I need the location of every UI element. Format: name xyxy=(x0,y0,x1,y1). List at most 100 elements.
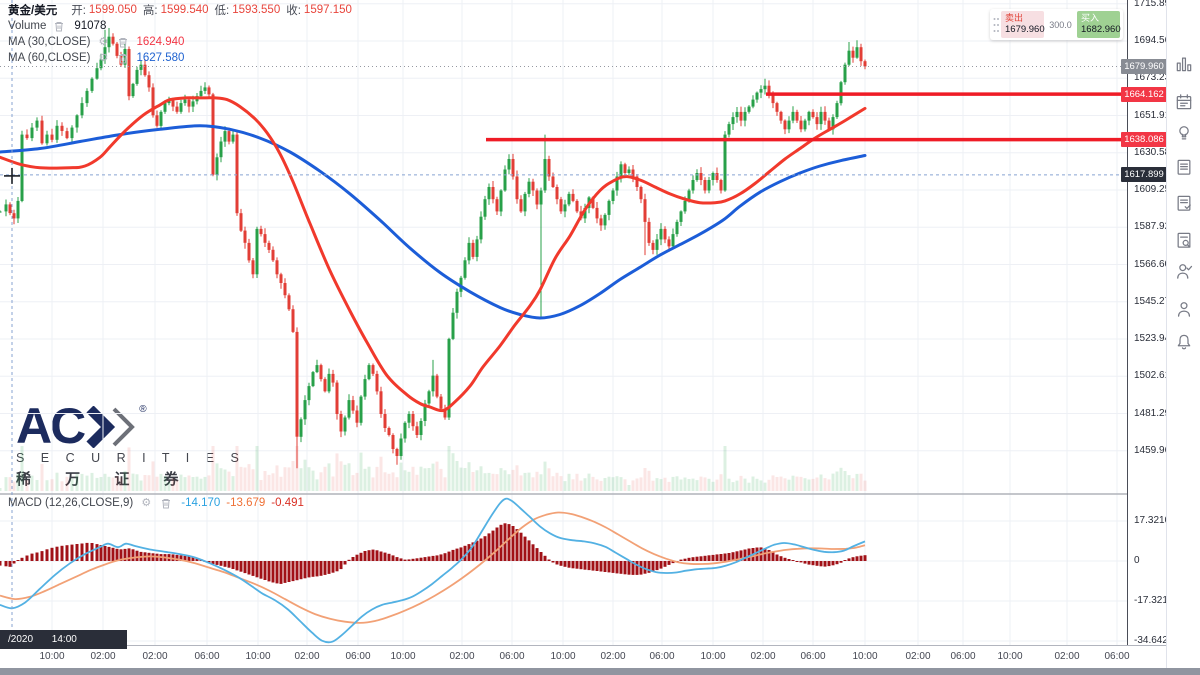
bars-icon[interactable] xyxy=(1174,54,1194,74)
high-label: 高: xyxy=(142,5,158,17)
logo-registered-mark: ® xyxy=(139,404,147,415)
time-axis-label: 06:00 xyxy=(499,651,525,662)
price-axis-label: 1566.601 xyxy=(1134,259,1176,270)
buy-label: 买入 xyxy=(1081,13,1100,23)
high-value: 1599.540 xyxy=(160,4,209,16)
alerts-icon[interactable] xyxy=(1174,332,1194,352)
delete-icon[interactable] xyxy=(116,36,130,48)
price-axis-label: 1587.929 xyxy=(1134,221,1176,232)
settings-icon[interactable]: ⚙ xyxy=(98,51,109,64)
time-axis-label: 06:00 xyxy=(345,651,371,662)
volume-layer xyxy=(0,446,867,491)
ma30-line[interactable] xyxy=(0,96,867,413)
sell-price: 1679.960 xyxy=(1005,24,1045,35)
current-price-tag: 1679.960 xyxy=(1121,59,1167,74)
crosshair-time-tag: /2020 14:00 xyxy=(0,630,127,649)
close-value: 1597.150 xyxy=(303,4,352,16)
logo-chevron-icon xyxy=(86,406,136,448)
price-axis-label: 1481.292 xyxy=(1134,408,1176,419)
time-axis-label: 10:00 xyxy=(550,651,576,662)
low-label: 低: xyxy=(214,5,230,17)
ma30-indicator-row: MA (30,CLOSE) ⚙ 1624.940 xyxy=(8,34,352,50)
settings-icon[interactable]: ⚙ xyxy=(141,496,152,509)
time-axis-label: 02:00 xyxy=(142,651,168,662)
macd-signal-value: -13.679 xyxy=(226,497,266,509)
time-axis-label: 02:00 xyxy=(750,651,776,662)
order-widget: 卖出 1679.960 300.0 买入 1682.960 xyxy=(990,9,1123,40)
price-axis-label: 1715.892 xyxy=(1134,0,1176,9)
account-check-icon[interactable] xyxy=(1174,261,1194,281)
symbol-ohlc-row: 黄金/美元 开: 1599.050 高: 1599.540 低: 1593.55… xyxy=(8,2,352,18)
chart-canvas[interactable] xyxy=(0,0,1127,668)
profile-icon[interactable] xyxy=(1174,299,1194,319)
price-axis-label: 1694.565 xyxy=(1134,35,1176,46)
acy-securities-logo: AC ® S E C U R I T I E S 稀 万 证 券 xyxy=(16,398,246,489)
delete-icon[interactable] xyxy=(52,20,66,32)
logo-ac-text: AC xyxy=(16,398,86,454)
spread-value: 300.0 xyxy=(1049,19,1072,30)
macd-label[interactable]: MACD (12,26,CLOSE,9) xyxy=(8,497,134,509)
macd-axis-label: 17.32105 xyxy=(1134,515,1176,526)
doc-search-icon[interactable] xyxy=(1174,230,1194,250)
ma60-line[interactable] xyxy=(0,124,867,320)
logo-securities-text: S E C U R I T I E S xyxy=(16,451,246,465)
cursor-cross-icon xyxy=(4,167,20,184)
price-axis-label: 1523.947 xyxy=(1134,333,1176,344)
price-axis-label: 1459.965 xyxy=(1134,445,1176,456)
macd-main-line xyxy=(0,497,866,644)
ma60-label[interactable]: MA (60,CLOSE) xyxy=(8,52,91,64)
ma30-label[interactable]: MA (30,CLOSE) xyxy=(8,36,91,48)
macd-hist-value: -0.491 xyxy=(271,497,304,509)
price-axis-label: 1545.274 xyxy=(1134,296,1176,307)
time-axis-label: 10:00 xyxy=(852,651,878,662)
sell-button[interactable]: 卖出 1679.960 xyxy=(1001,11,1045,38)
buy-button[interactable]: 买入 1682.960 xyxy=(1077,11,1121,38)
macd-axis-label: 0 xyxy=(1134,555,1140,566)
time-axis-label: 06:00 xyxy=(194,651,220,662)
macd-signal-line xyxy=(0,511,866,624)
calendar-icon[interactable] xyxy=(1174,92,1194,112)
drag-handle[interactable] xyxy=(992,16,1000,34)
ray-price-tag: 1638.086 xyxy=(1121,132,1167,147)
volume-label[interactable]: Volume xyxy=(8,20,47,32)
logo-chinese-text: 稀 万 证 券 xyxy=(16,471,194,488)
time-axis-label: 10:00 xyxy=(39,651,65,662)
close-label: 收: xyxy=(286,5,301,17)
time-axis-label: 10:00 xyxy=(700,651,726,662)
time-axis-label: 06:00 xyxy=(1104,651,1130,662)
price-axis-label: 1630.583 xyxy=(1134,147,1176,158)
ma30-value: 1624.940 xyxy=(136,36,185,48)
order-check-icon[interactable] xyxy=(1174,193,1194,213)
time-axis-label: 02:00 xyxy=(449,651,475,662)
time-axis-label: 06:00 xyxy=(950,651,976,662)
news-icon[interactable] xyxy=(1174,157,1194,177)
time-axis-label: 02:00 xyxy=(600,651,626,662)
price-axis-label: 1502.619 xyxy=(1134,370,1176,381)
volume-value: 91078 xyxy=(74,20,107,32)
delete-icon[interactable] xyxy=(116,52,130,64)
macd-legend-row: MACD (12,26,CLOSE,9) ⚙ -14.170 -13.679 -… xyxy=(8,497,304,509)
time-axis-label: 02:00 xyxy=(294,651,320,662)
open-label: 开: xyxy=(71,5,86,17)
time-axis-label: 10:00 xyxy=(997,651,1023,662)
price-axis[interactable]: 1715.892 1694.565 1673.238 1651.911 1630.583… xyxy=(1121,0,1179,668)
time-axis-label: 06:00 xyxy=(649,651,675,662)
ma60-indicator-row: MA (60,CLOSE) ⚙ 1627.580 xyxy=(8,50,352,66)
price-axis-label: 1651.911 xyxy=(1134,110,1175,121)
time-axis-label: 02:00 xyxy=(90,651,116,662)
delete-icon[interactable] xyxy=(159,497,173,509)
settings-icon[interactable]: ⚙ xyxy=(98,35,109,48)
candles-layer xyxy=(0,28,867,469)
time-axis[interactable]: 10:00 02:00 02:00 06:00 10:00 02:00 06:00 10:00… xyxy=(0,645,1166,668)
macd-axis-label: -34.64209 xyxy=(1134,635,1180,646)
time-axis-label: 10:00 xyxy=(245,651,271,662)
low-value: 1593.550 xyxy=(232,4,281,16)
chart-legend: 黄金/美元 开: 1599.050 高: 1599.540 低: 1593.55… xyxy=(8,2,352,66)
price-axis-label: 1609.256 xyxy=(1134,184,1176,195)
sell-label: 卖出 xyxy=(1005,13,1024,23)
time-axis-label: 02:00 xyxy=(905,651,931,662)
symbol-name[interactable]: 黄金/美元 xyxy=(8,5,58,17)
bulb-icon[interactable] xyxy=(1174,123,1194,143)
time-axis-label: 10:00 xyxy=(390,651,416,662)
